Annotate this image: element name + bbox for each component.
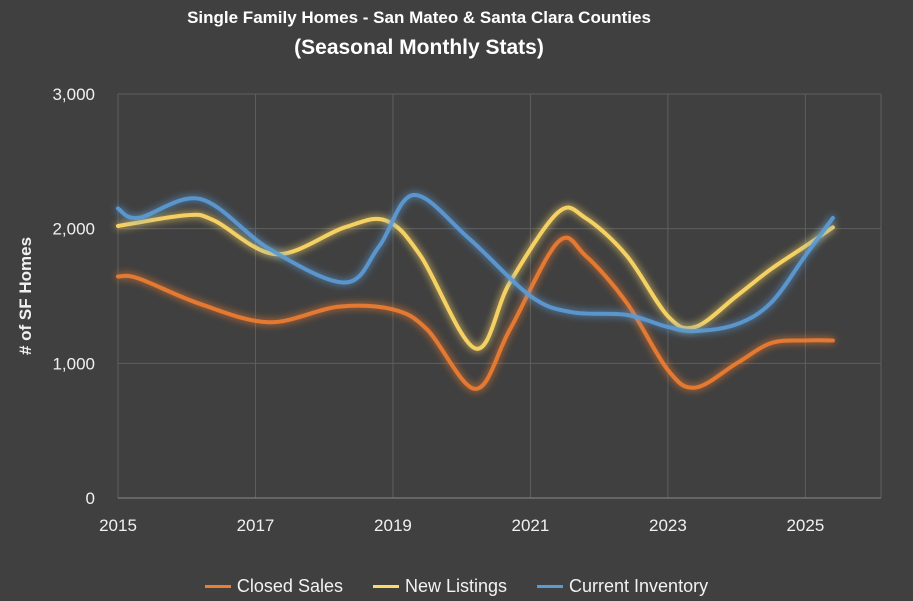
x-tick-label: 2015 (99, 516, 137, 535)
y-axis-label: # of SF Homes (16, 237, 35, 355)
legend: Closed Sales New Listings Current Inventor… (0, 576, 913, 597)
legend-item-current-inventory: Current Inventory (537, 576, 708, 597)
legend-label: Current Inventory (569, 576, 709, 596)
legend-item-closed-sales: Closed Sales (204, 576, 343, 597)
chart-title: Single Family Homes - San Mateo & Santa … (187, 8, 651, 27)
y-tick-label: 2,000 (52, 220, 95, 239)
y-axis: 0 1,000 2,000 3,000 (52, 85, 95, 508)
x-axis: 2015 2017 2019 2021 2023 2025 (99, 516, 824, 535)
series-group (116, 193, 835, 391)
x-tick-label: 2021 (512, 516, 550, 535)
legend-label: New Listings (404, 576, 508, 596)
y-tick-label: 1,000 (52, 354, 95, 373)
legend-swatch (204, 585, 231, 588)
grid-lines (117, 93, 882, 499)
y-tick-label: 0 (86, 489, 95, 508)
series-line-closed-sales (116, 235, 835, 391)
legend-swatch (372, 585, 399, 588)
chart-subtitle: (Seasonal Monthly Stats) (294, 36, 544, 59)
legend-label: Closed Sales (236, 576, 343, 596)
x-tick-label: 2019 (374, 516, 412, 535)
y-tick-label: 3,000 (52, 85, 95, 104)
x-tick-label: 2023 (649, 516, 687, 535)
legend-swatch (537, 585, 564, 588)
x-tick-label: 2025 (786, 516, 824, 535)
x-tick-label: 2017 (237, 516, 275, 535)
series-line-current-inventory (116, 193, 835, 334)
legend-item-new-listings: New Listings (372, 576, 508, 597)
